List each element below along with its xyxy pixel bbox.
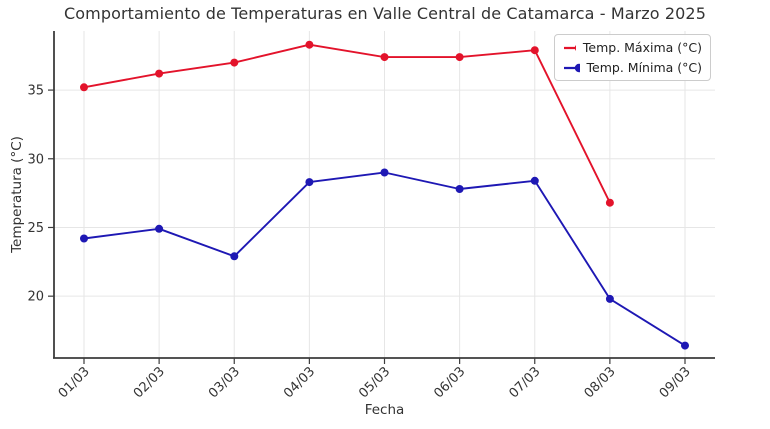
chart-legend: Temp. Máxima (°C) Temp. Mínima (°C) bbox=[554, 34, 711, 81]
y-tick-label: 35 bbox=[27, 84, 44, 99]
y-tick-label: 30 bbox=[27, 152, 44, 167]
y-tick-label: 25 bbox=[27, 221, 44, 236]
legend-marker-max-icon bbox=[564, 44, 576, 51]
x-axis-label: Fecha bbox=[365, 402, 405, 418]
data-point bbox=[230, 252, 239, 261]
data-point bbox=[605, 198, 614, 207]
data-point bbox=[380, 53, 389, 62]
data-point bbox=[380, 168, 389, 177]
x-tick-label: 02/03 bbox=[131, 364, 168, 401]
data-point bbox=[530, 46, 539, 55]
legend-label-temp-maxima: Temp. Máxima (°C) bbox=[582, 40, 702, 55]
y-tick-label: 20 bbox=[27, 290, 44, 305]
data-point bbox=[305, 178, 314, 187]
x-tick-label: 08/03 bbox=[582, 364, 619, 401]
data-point bbox=[155, 69, 164, 78]
data-point bbox=[155, 224, 164, 233]
x-tick-label: 05/03 bbox=[356, 364, 393, 401]
data-point bbox=[230, 58, 239, 67]
chart-title: Comportamiento de Temperaturas en Valle … bbox=[63, 4, 706, 23]
y-axis-label: Temperatura (°C) bbox=[9, 136, 25, 254]
legend-item-temp-minima: Temp. Mínima (°C) bbox=[563, 60, 702, 75]
data-point bbox=[80, 83, 88, 92]
legend-label-temp-minima: Temp. Mínima (°C) bbox=[586, 60, 702, 75]
data-point bbox=[455, 53, 464, 62]
data-point bbox=[80, 234, 88, 243]
x-tick-label: 09/03 bbox=[657, 364, 694, 401]
legend-item-temp-maxima: Temp. Máxima (°C) bbox=[563, 40, 702, 55]
legend-marker-min-icon bbox=[564, 63, 580, 72]
data-point bbox=[305, 40, 314, 49]
x-tick-label: 03/03 bbox=[206, 364, 243, 401]
x-tick-label: 07/03 bbox=[506, 364, 543, 401]
data-point bbox=[605, 294, 614, 303]
data-point bbox=[681, 341, 689, 350]
x-tick-label: 06/03 bbox=[431, 364, 468, 401]
data-point bbox=[530, 176, 539, 185]
x-tick-label: 01/03 bbox=[56, 364, 93, 401]
x-tick-label: 04/03 bbox=[281, 364, 318, 401]
data-point bbox=[455, 185, 464, 193]
series-line bbox=[83, 43, 611, 204]
